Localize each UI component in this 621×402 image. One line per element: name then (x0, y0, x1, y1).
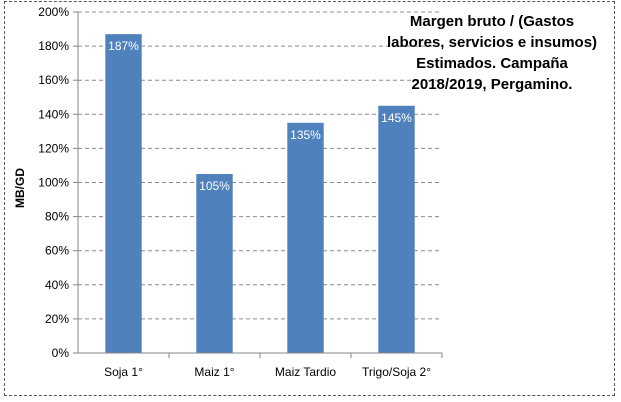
category-label: Maiz 1° (194, 365, 234, 379)
bar (287, 122, 324, 353)
category-label: Soja 1° (104, 365, 143, 379)
y-tick-label: 120% (38, 141, 69, 155)
y-tick-label: 0% (52, 346, 70, 360)
bars (105, 34, 415, 354)
y-tick-labels: 0% 20% 40% 60% 80% 100% 120% 140% 160% 180% 200% (38, 5, 69, 360)
data-label: 105% (199, 179, 230, 193)
y-tick-label: 140% (38, 107, 69, 121)
y-tick-label: 60% (45, 244, 69, 258)
y-tick-label: 160% (38, 73, 69, 87)
chart-title: Margen bruto / (Gastos labores, servicios… (378, 11, 606, 95)
bar (105, 34, 142, 353)
data-labels: 187% 105% 135% 145% (108, 39, 412, 193)
chart-title-line: 2018/2019, Pergamino. (411, 76, 573, 93)
chart-title-line: labores, servicios e insumos) (386, 34, 598, 51)
chart-title-line: Estimados. Campaña (416, 55, 568, 72)
category-labels: Soja 1° Maiz 1° Maiz Tardio Trigo/Soja 2° (104, 365, 431, 379)
data-label: 145% (381, 111, 412, 125)
bar (378, 105, 415, 354)
category-label: Maiz Tardio (275, 365, 336, 379)
y-axis-label: MB/GD (13, 168, 27, 208)
data-label: 135% (290, 128, 321, 142)
y-tick-label: 40% (45, 278, 69, 292)
chart-title-line: Margen bruto / (Gastos (409, 13, 575, 30)
y-tick-label: 80% (45, 210, 69, 224)
bar (196, 173, 233, 353)
y-tick-label: 100% (38, 176, 69, 190)
y-tick-label: 200% (38, 5, 69, 19)
y-tick-label: 20% (45, 312, 69, 326)
category-label: Trigo/Soja 2° (362, 365, 431, 379)
y-tick-label: 180% (38, 39, 69, 53)
axes (73, 11, 443, 358)
data-label: 187% (108, 39, 139, 53)
